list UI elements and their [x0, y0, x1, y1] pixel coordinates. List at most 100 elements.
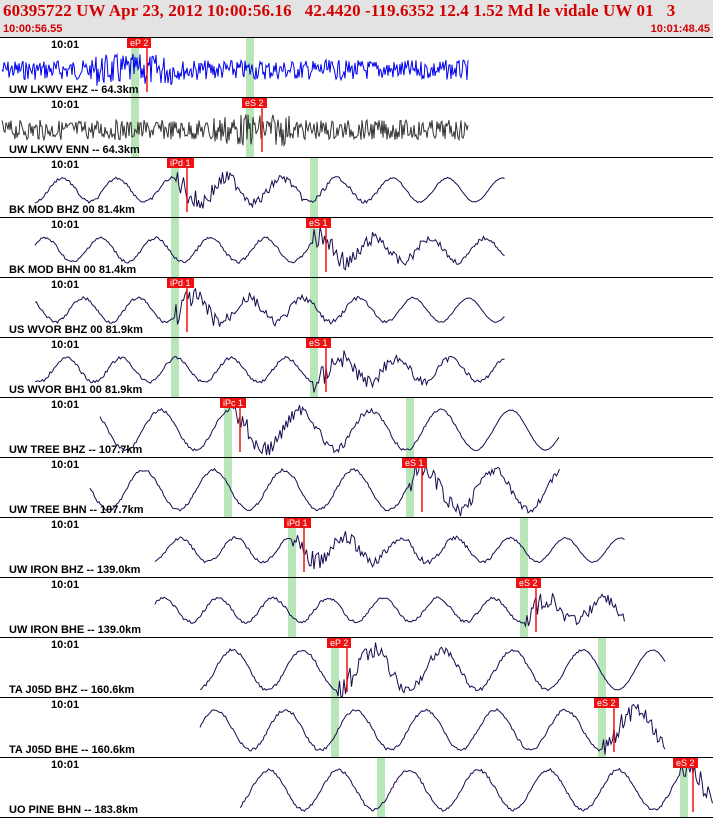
waveform-svg — [154, 578, 625, 637]
channel-label: UW TREE BHZ -- 107.7km — [9, 444, 143, 456]
pick-flag[interactable]: eS 2 — [242, 98, 267, 108]
waveform-trace — [1, 114, 469, 148]
waveform-svg — [89, 458, 560, 517]
time-tick-label: 10:01 — [51, 39, 80, 51]
phase-marker — [171, 278, 179, 337]
phase-marker — [598, 698, 606, 757]
waveform-svg — [34, 158, 505, 217]
time-tick-label: 10:01 — [51, 339, 80, 351]
waveform-trace — [34, 226, 505, 271]
pick-flag[interactable]: eS 2 — [516, 578, 541, 588]
phase-marker — [131, 38, 139, 97]
channel-row[interactable]: eS 2 10:01 TA J05D BHE -- 160.6km — [0, 698, 713, 758]
phase-marker — [246, 38, 254, 97]
pick-flag[interactable]: eS 2 — [594, 698, 619, 708]
pick-flag[interactable]: iPd 1 — [284, 518, 311, 528]
waveform-trace — [199, 703, 666, 755]
phase-marker — [520, 578, 528, 637]
pick-flag[interactable]: eS 1 — [306, 338, 331, 348]
channel-row[interactable]: eP 2 10:01 TA J05D BHZ -- 160.6km — [0, 638, 713, 698]
waveform-trace — [35, 287, 505, 327]
phase-marker — [310, 218, 318, 277]
channel-row[interactable]: eS 1 10:01 UW TREE BHN -- 107.7km — [0, 458, 713, 518]
phase-marker — [680, 758, 688, 817]
phase-marker — [331, 698, 339, 757]
start-time: 10:00:56.55 — [3, 23, 63, 35]
time-tick-label: 10:01 — [51, 279, 80, 291]
event-header: 60395722 UW Apr 23, 2012 10:00:56.16 42.… — [0, 0, 713, 38]
channel-row[interactable]: eS 1 10:01 BK MOD BHN 00 81.4km — [0, 218, 713, 278]
waveform-trace — [89, 461, 560, 517]
channel-row[interactable]: eP 2 10:01 UW LKWV EHZ -- 64.3km — [0, 38, 713, 98]
waveform-trace — [239, 762, 713, 813]
pick-flag[interactable]: eP 2 — [127, 38, 152, 48]
pick-flag[interactable]: eS 1 — [306, 218, 331, 228]
channel-label: UO PINE BHN -- 183.8km — [9, 804, 138, 816]
channel-label: BK MOD BHZ 00 81.4km — [9, 204, 135, 216]
pick-flag[interactable]: eP 2 — [327, 638, 352, 648]
channel-label: UW LKWV EHZ -- 64.3km — [9, 84, 139, 96]
pick-flag[interactable]: iPd 1 — [167, 278, 194, 288]
channel-label: UW TREE BHN -- 107.7km — [9, 504, 144, 516]
waveform-svg — [199, 698, 666, 757]
time-tick-label: 10:01 — [51, 99, 80, 111]
channel-row[interactable]: iPc 1 10:01 UW TREE BHZ -- 107.7km — [0, 398, 713, 458]
phase-marker — [224, 398, 232, 457]
channel-row[interactable]: eS 2 10:01 UO PINE BHN -- 183.8km — [0, 758, 713, 818]
phase-marker — [598, 638, 606, 697]
phase-marker — [171, 158, 179, 217]
channel-row[interactable]: eS 2 10:01 UW LKWV ENN -- 64.3km — [0, 98, 713, 158]
phase-marker — [131, 98, 139, 157]
time-tick-label: 10:01 — [51, 399, 80, 411]
phase-marker — [310, 278, 318, 337]
phase-marker — [310, 158, 318, 217]
channel-label: UW LKWV ENN -- 64.3km — [9, 144, 140, 156]
waveform-trace — [1, 52, 469, 86]
waveform-svg — [1, 98, 469, 157]
phase-marker — [224, 458, 232, 517]
waveform-trace — [34, 350, 505, 393]
channel-row[interactable]: iPd 1 10:01 UW IRON BHZ -- 139.0km — [0, 518, 713, 578]
time-tick-label: 10:01 — [51, 759, 80, 771]
channel-row[interactable]: iPd 1 10:01 BK MOD BHZ 00 81.4km — [0, 158, 713, 218]
channel-label: UW IRON BHE -- 139.0km — [9, 624, 142, 636]
channel-label: BK MOD BHN 00 81.4km — [9, 264, 137, 276]
waveform-svg — [1, 38, 469, 97]
channel-row[interactable]: iPd 1 10:01 US WVOR BHZ 00 81.9km — [0, 278, 713, 338]
channel-row[interactable]: eS 1 10:01 US WVOR BH1 00 81.9km — [0, 338, 713, 398]
pick-flag[interactable]: iPd 1 — [167, 158, 194, 168]
time-tick-label: 10:01 — [51, 699, 80, 711]
waveform-svg — [199, 638, 666, 697]
channel-label: UW IRON BHZ -- 139.0km — [9, 564, 141, 576]
waveform-svg — [34, 338, 505, 397]
waveform-trace — [154, 531, 625, 570]
waveform-svg — [154, 518, 625, 577]
pick-flag[interactable]: eS 1 — [402, 458, 427, 468]
phase-marker — [310, 338, 318, 397]
time-tick-label: 10:01 — [51, 219, 80, 231]
phase-marker — [171, 338, 179, 397]
channel-label: TA J05D BHE -- 160.6km — [9, 744, 135, 756]
channel-label: TA J05D BHZ -- 160.6km — [9, 684, 135, 696]
channel-label: US WVOR BH1 00 81.9km — [9, 384, 143, 396]
pick-flag[interactable]: iPc 1 — [220, 398, 247, 408]
waveform-svg — [99, 398, 560, 457]
waveform-trace — [199, 642, 666, 697]
phase-marker — [331, 638, 339, 697]
time-tick-label: 10:01 — [51, 159, 80, 171]
phase-marker — [520, 518, 528, 577]
time-tick-label: 10:01 — [51, 639, 80, 651]
time-tick-label: 10:01 — [51, 579, 80, 591]
channel-label: US WVOR BHZ 00 81.9km — [9, 324, 143, 336]
time-tick-label: 10:01 — [51, 519, 80, 531]
waveform-svg — [239, 758, 713, 817]
time-tick-label: 10:01 — [51, 459, 80, 471]
pick-flag[interactable]: eS 2 — [673, 758, 698, 768]
waveform-trace — [34, 171, 505, 209]
waveform-svg — [34, 218, 505, 277]
phase-marker — [406, 398, 414, 457]
phase-marker — [288, 578, 296, 637]
event-title: 60395722 UW Apr 23, 2012 10:00:56.16 42.… — [3, 1, 676, 20]
waveform-svg — [35, 278, 505, 337]
channel-row[interactable]: eS 2 10:01 UW IRON BHE -- 139.0km — [0, 578, 713, 638]
